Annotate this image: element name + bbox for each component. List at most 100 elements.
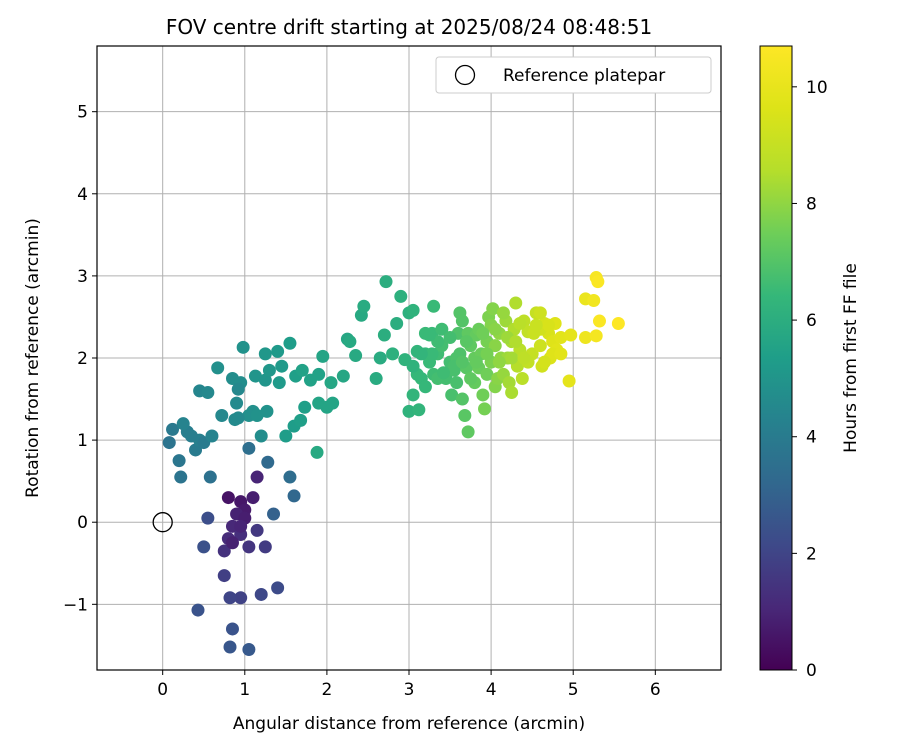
- data-point: [162, 436, 176, 450]
- data-point: [450, 376, 464, 390]
- data-point: [587, 294, 601, 308]
- data-point: [369, 372, 383, 386]
- data-point: [436, 366, 450, 380]
- data-point: [476, 326, 490, 340]
- data-point: [254, 429, 268, 443]
- data-point: [258, 540, 272, 554]
- data-point: [211, 361, 225, 375]
- data-point: [236, 340, 250, 354]
- data-point: [295, 363, 309, 377]
- legend-marker: [454, 64, 476, 86]
- colorbar-tick-label: 8: [806, 194, 817, 214]
- data-point: [386, 347, 400, 361]
- data-point: [591, 275, 605, 289]
- data-point: [414, 347, 428, 361]
- data-point: [562, 374, 576, 388]
- colorbar-label: Hours from first FF file: [841, 263, 861, 453]
- x-axis-label: Angular distance from reference (arcmin): [233, 714, 585, 734]
- data-point: [537, 355, 551, 369]
- data-point: [455, 392, 469, 406]
- data-point: [272, 376, 286, 390]
- data-point: [412, 403, 426, 417]
- data-point: [455, 314, 469, 328]
- data-point: [201, 385, 215, 399]
- data-point: [250, 408, 264, 422]
- data-point: [215, 408, 229, 422]
- x-tick-label: 2: [321, 680, 332, 700]
- x-tick-label: 1: [239, 680, 250, 700]
- data-point: [443, 330, 457, 344]
- data-point: [294, 413, 308, 427]
- data-point: [312, 367, 326, 381]
- data-point: [191, 603, 205, 617]
- data-point: [464, 372, 478, 386]
- x-tick-label: 0: [157, 680, 168, 700]
- data-point: [611, 317, 625, 331]
- y-axis-label: Rotation from reference (arcmin): [23, 218, 43, 498]
- data-point: [287, 489, 301, 503]
- data-point: [223, 591, 237, 605]
- data-point: [461, 425, 475, 439]
- data-point: [221, 491, 235, 505]
- data-point: [423, 328, 437, 342]
- legend: Reference platepar: [435, 56, 712, 94]
- data-point: [260, 404, 274, 418]
- data-point: [480, 367, 494, 381]
- data-point: [336, 369, 350, 383]
- data-point: [515, 372, 529, 386]
- colorbar-tick-label: 0: [806, 661, 817, 681]
- data-point: [298, 400, 312, 414]
- data-point: [248, 369, 262, 383]
- data-point: [390, 317, 404, 331]
- data-point: [509, 296, 523, 310]
- data-point: [225, 536, 239, 550]
- data-point: [513, 317, 527, 331]
- data-point: [234, 591, 248, 605]
- data-point: [579, 330, 593, 344]
- data-point: [225, 622, 239, 636]
- y-tick-label: 1: [77, 431, 88, 451]
- data-point: [373, 351, 387, 365]
- data-point: [458, 408, 472, 422]
- data-point: [176, 417, 190, 431]
- data-point: [542, 318, 556, 332]
- data-point: [283, 470, 297, 484]
- data-point: [197, 540, 211, 554]
- data-point: [509, 335, 523, 349]
- data-point: [469, 355, 483, 369]
- data-point: [279, 429, 293, 443]
- data-point: [406, 359, 420, 373]
- y-tick-label: 4: [77, 185, 88, 205]
- data-point: [488, 339, 502, 353]
- data-point: [262, 363, 276, 377]
- data-point: [357, 299, 371, 313]
- legend-box: [435, 56, 712, 94]
- chart-title: FOV centre drift starting at 2025/08/24 …: [166, 15, 652, 39]
- data-point: [589, 329, 603, 343]
- colorbar-tick-label: 2: [806, 544, 817, 564]
- legend-entry: Reference platepar: [503, 66, 665, 86]
- data-point: [254, 587, 268, 601]
- data-point: [492, 355, 506, 369]
- data-point: [377, 328, 391, 342]
- y-tick-label: 3: [77, 267, 88, 287]
- data-point: [326, 396, 340, 410]
- data-point: [418, 380, 432, 394]
- data-point: [564, 328, 578, 342]
- data-point: [250, 523, 264, 537]
- y-tick-label: −1: [63, 595, 88, 615]
- data-point: [230, 396, 244, 410]
- data-point: [502, 376, 516, 390]
- data-point: [271, 344, 285, 358]
- data-point: [184, 429, 198, 443]
- data-point: [394, 289, 408, 303]
- data-point: [349, 349, 363, 363]
- data-point: [267, 507, 281, 521]
- data-point: [505, 351, 519, 365]
- colorbar-ticks: 0 2 4 6 8 10: [792, 78, 828, 681]
- data-point: [533, 306, 547, 320]
- data-point: [445, 388, 459, 402]
- data-point: [231, 411, 245, 425]
- data-point: [231, 382, 245, 396]
